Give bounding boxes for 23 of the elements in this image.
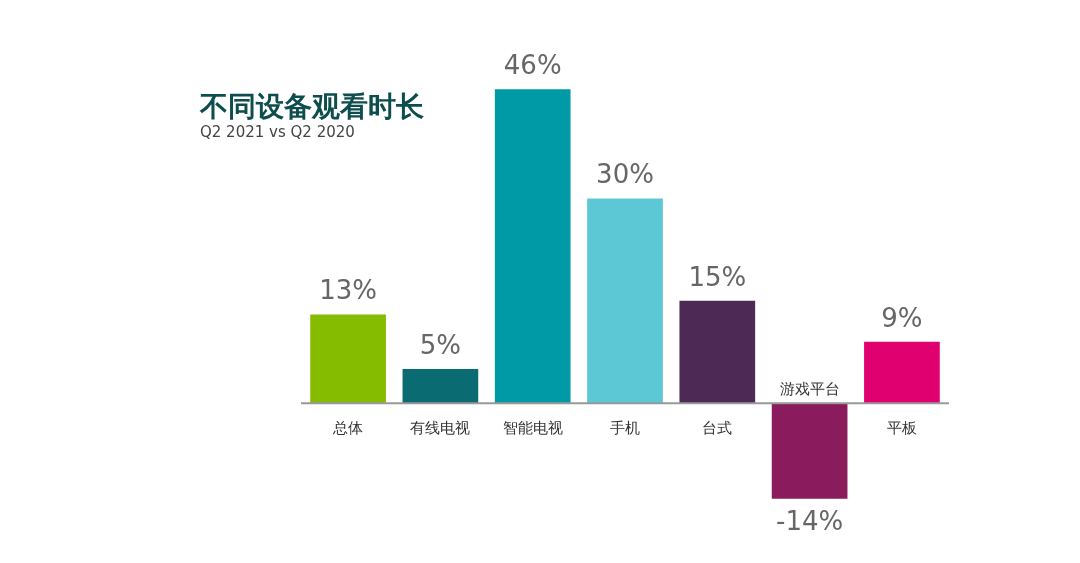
bar (310, 314, 386, 404)
data-label: 30% (596, 159, 654, 190)
data-label: 9% (881, 302, 923, 333)
bar (587, 198, 663, 404)
x-tick-label: 台式 (702, 419, 733, 438)
bar (864, 341, 940, 404)
bar (771, 403, 848, 499)
data-label: 15% (688, 261, 747, 292)
x-tick-label: 平板 (886, 419, 917, 438)
data-label: 13% (319, 275, 377, 306)
bar (494, 89, 571, 404)
bar (402, 369, 479, 404)
data-label: 5% (419, 330, 462, 361)
text: Q2 2021 vs Q2 2020 (200, 123, 355, 141)
x-tick-label: 有线电视 (410, 419, 471, 438)
x-tick-label: 智能电视 (502, 419, 563, 438)
x-tick-label: 总体 (332, 419, 364, 438)
chart-title: 不同设备观看时长 (199, 90, 424, 123)
x-tick-label: 手机 (610, 419, 640, 438)
bar (679, 300, 756, 404)
data-label: -14% (776, 505, 844, 536)
data-label: 46% (503, 50, 562, 81)
x-tick-label: 游戏平台 (779, 380, 840, 399)
